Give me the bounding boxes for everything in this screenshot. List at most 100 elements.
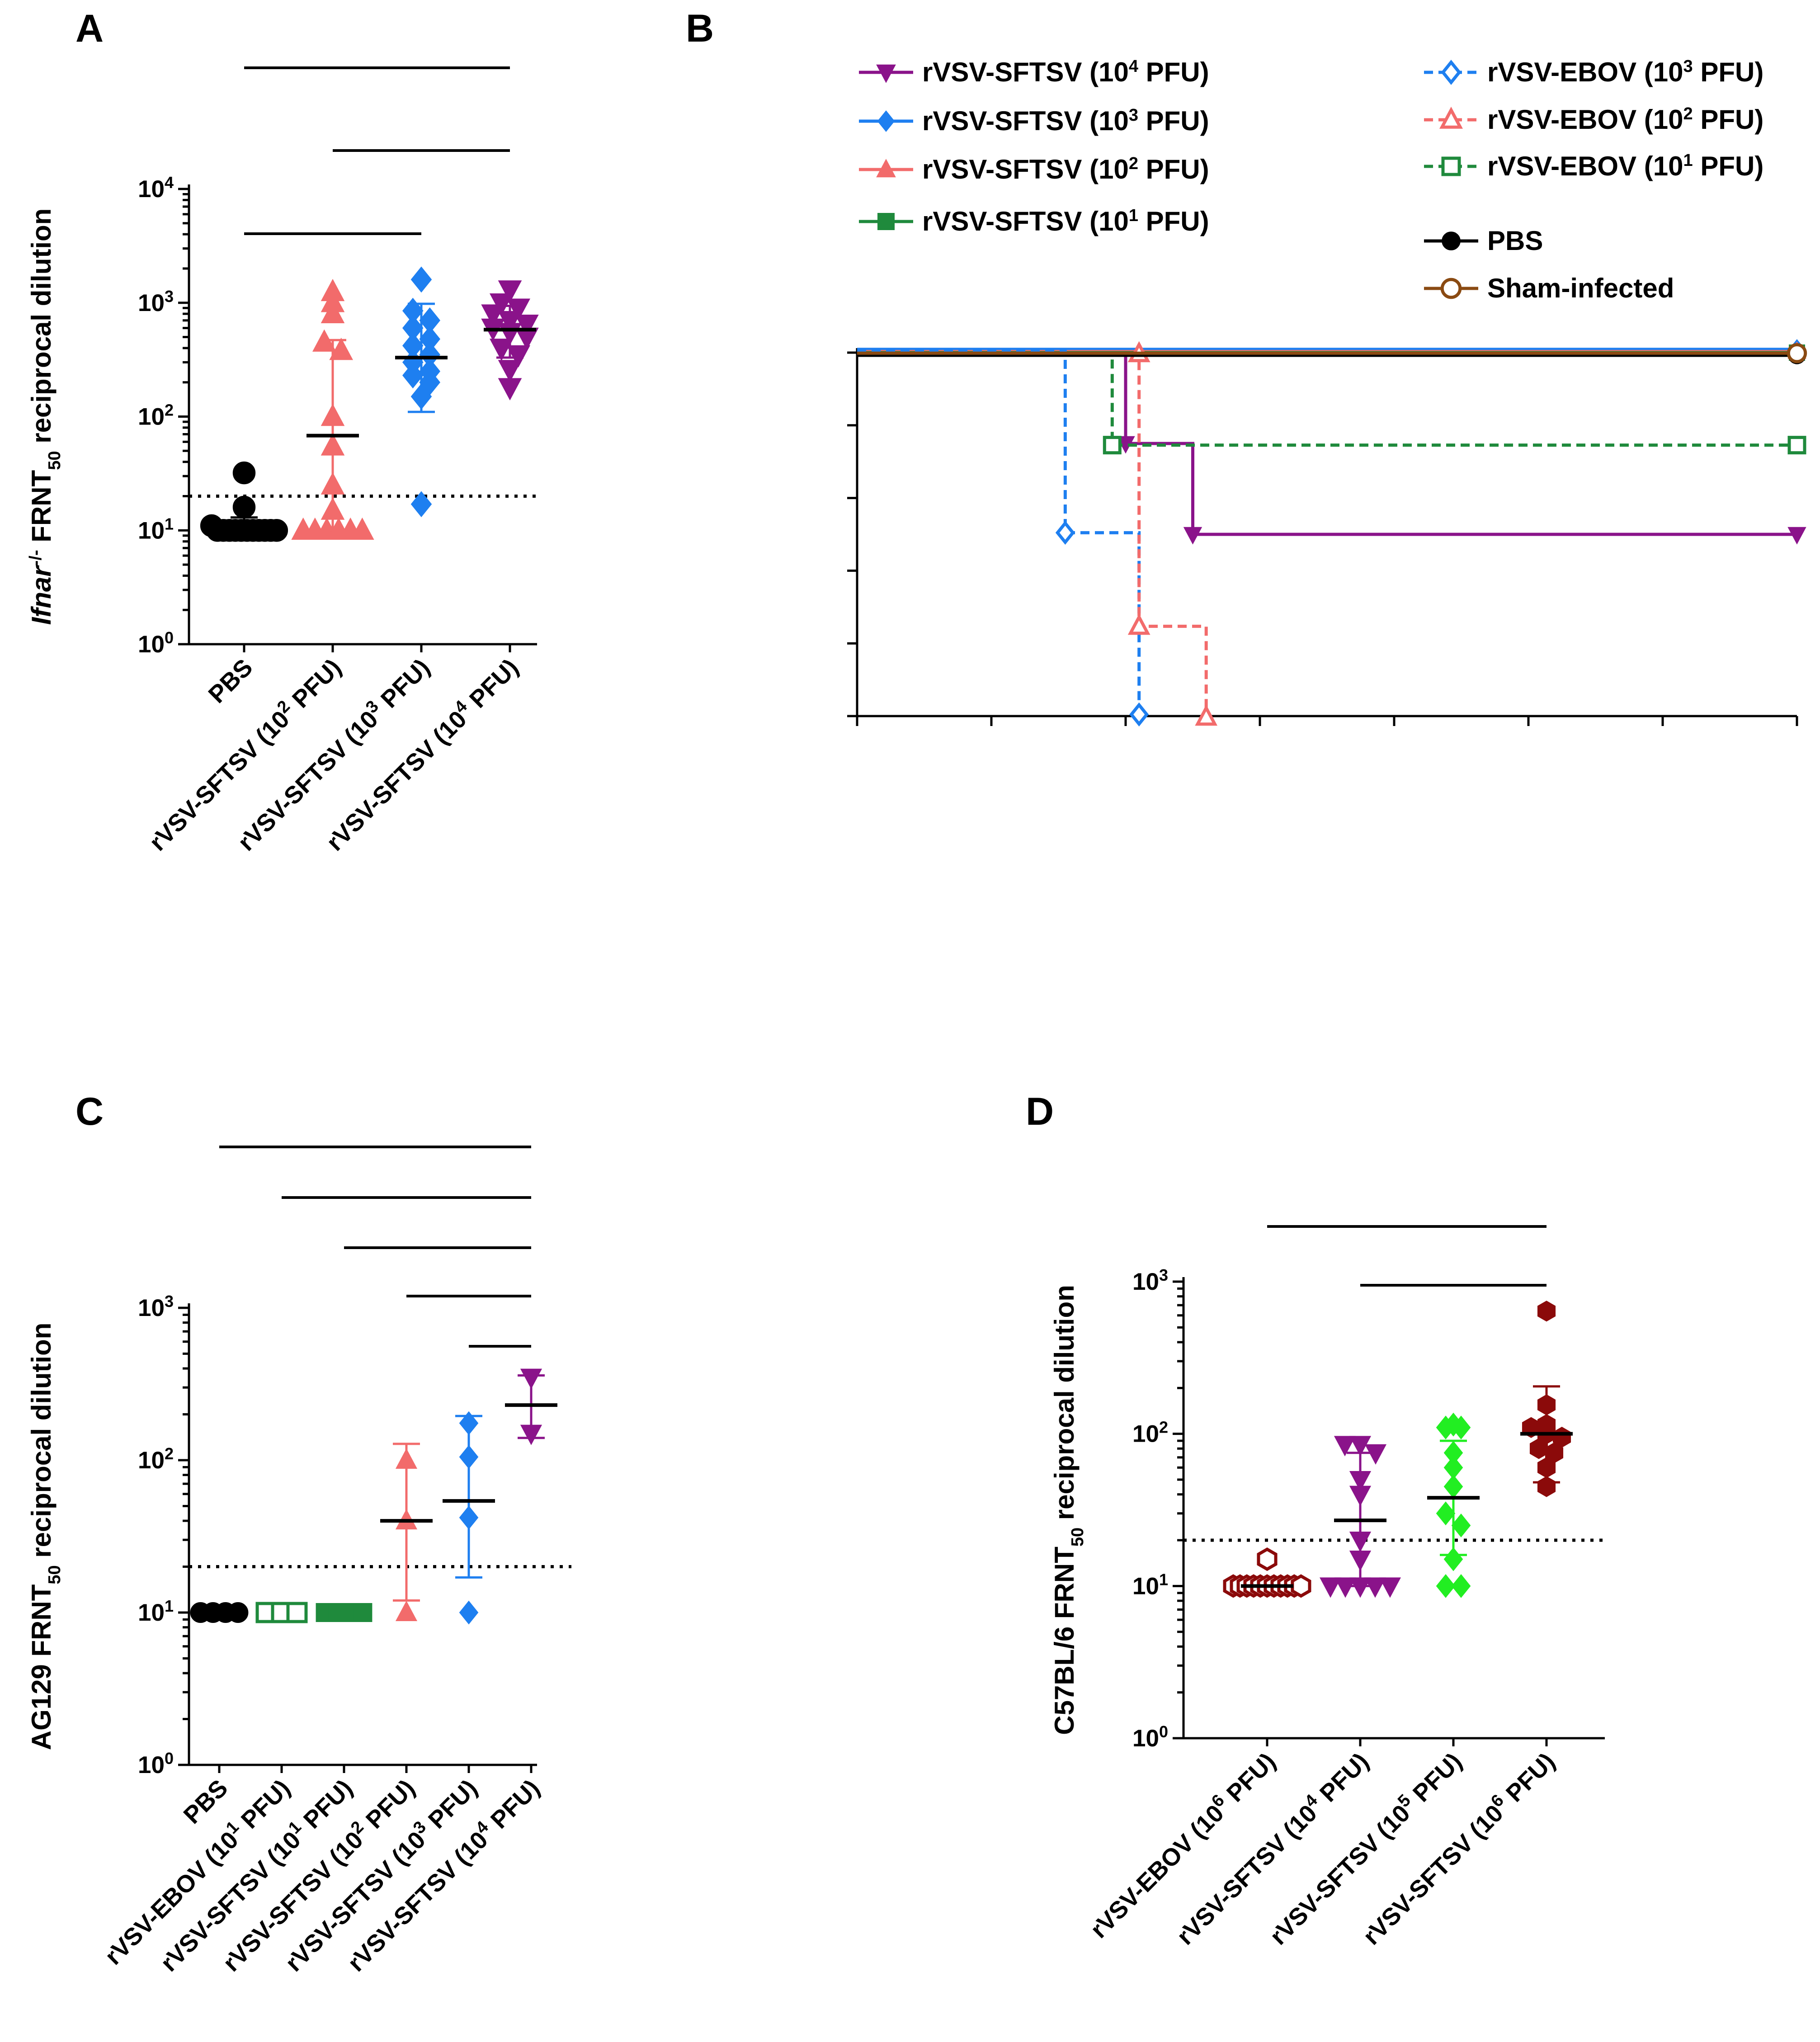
series-marker <box>1055 520 1075 545</box>
legend-swatch-marker <box>1441 60 1462 85</box>
legend-item: rVSV-EBOV (102 PFU) <box>1424 104 1763 135</box>
y-tick-label: 101 <box>138 514 174 544</box>
legend-swatch-marker <box>1442 231 1461 250</box>
data-point <box>1436 1501 1456 1526</box>
data-point <box>321 301 345 323</box>
series-line <box>857 349 1141 715</box>
series-marker <box>1787 527 1806 545</box>
series-line <box>857 351 1797 536</box>
data-point <box>1334 1436 1356 1457</box>
series-line <box>857 352 1208 717</box>
data-point <box>1334 1577 1357 1598</box>
data-point <box>1451 1415 1471 1440</box>
data-point <box>350 517 374 540</box>
series-marker <box>1129 702 1149 727</box>
data-point <box>481 304 505 327</box>
series-line <box>857 353 1797 447</box>
data-point <box>1349 1436 1372 1457</box>
legend-item: rVSV-SFTSV (103 PFU) <box>859 106 1209 136</box>
y-tick-label: 104 <box>138 173 174 203</box>
data-point <box>498 378 522 401</box>
legend-label: Sham-infected <box>1487 273 1674 303</box>
legend-label: rVSV-SFTSV (101 PFU) <box>922 206 1209 236</box>
legend-label: rVSV-EBOV (101 PFU) <box>1487 151 1763 181</box>
data-point <box>498 280 522 303</box>
y-axis-title: Ifnar-/- FRNT50 reciprocal dilution <box>26 208 64 625</box>
legend-swatch-marker <box>1441 156 1461 176</box>
legend-item: rVSV-SFTSV (101 PFU) <box>859 206 1209 236</box>
data-point <box>1529 1438 1548 1459</box>
data-point <box>410 491 432 518</box>
data-point <box>329 338 354 360</box>
category-label: rVSV-EBOV (106 PFU) <box>1083 1746 1281 1943</box>
data-point <box>459 1600 479 1625</box>
y-tick-label: 101 <box>1132 1570 1168 1600</box>
data-point <box>353 1603 372 1622</box>
panel-label-d: D <box>1026 1090 1054 1133</box>
legend-item: Sham-infected <box>1424 273 1674 303</box>
y-tick-label: 102 <box>138 401 174 430</box>
category-label: PBS <box>203 654 258 708</box>
legend-item: rVSV-EBOV (101 PFU) <box>1424 151 1763 181</box>
legend-swatch-marker <box>1439 106 1463 129</box>
panel-b: rVSV-SFTSV (104 PFU) rVSV-SFTSV (103 PFU)… <box>847 57 1807 727</box>
legend-label: rVSV-SFTSV (102 PFU) <box>922 154 1209 184</box>
category-label: PBS <box>179 1774 233 1829</box>
data-point <box>506 345 531 368</box>
data-point <box>1364 1577 1386 1598</box>
data-point <box>1537 1301 1556 1322</box>
legend-swatch-marker <box>876 159 896 178</box>
y-tick-label: 101 <box>138 1597 174 1627</box>
y-tick-label: 103 <box>1132 1266 1168 1296</box>
y-tick-label: 100 <box>138 628 174 658</box>
y-tick-label: 102 <box>1132 1418 1168 1448</box>
category-label: rVSV-SFTSV (104 PFU) <box>1169 1746 1374 1950</box>
data-point <box>232 461 256 485</box>
data-point <box>1379 1577 1401 1598</box>
series-marker <box>1103 436 1122 455</box>
y-tick-label: 102 <box>138 1444 174 1474</box>
y-axis-title: C57BL/6 FRNT50 reciprocal dilution <box>1049 1285 1087 1735</box>
data-point <box>1291 1574 1311 1598</box>
y-axis-title: AG129 FRNT50 reciprocal dilution <box>26 1323 64 1750</box>
data-point <box>1436 1415 1456 1440</box>
panel-c: 100 101 102 103 AG129 FRNT50 reciprocal dilu… <box>26 1146 571 1977</box>
data-point <box>1451 1574 1471 1598</box>
legend-item: rVSV-SFTSV (102 PFU) <box>859 154 1209 184</box>
data-point <box>227 1602 249 1623</box>
data-point <box>1364 1444 1387 1465</box>
y-tick-label: 100 <box>138 1749 174 1779</box>
data-point <box>515 315 539 337</box>
legend-swatch-marker <box>1440 278 1462 299</box>
series-marker <box>1195 704 1218 726</box>
legend-swatch-marker <box>877 213 895 230</box>
panel-label-a: A <box>75 7 104 50</box>
y-tick-label: 103 <box>138 287 174 316</box>
data-point <box>402 362 424 389</box>
category-label: rVSV-SFTSV (105 PFU) <box>1263 1746 1467 1950</box>
legend-item: rVSV-EBOV (103 PFU) <box>1424 57 1763 87</box>
legend-item: rVSV-SFTSV (104 PFU) <box>859 57 1209 87</box>
data-point <box>232 495 256 519</box>
panel-d: 100 101 102 103 C57BL/6 FRNT50 reciprocal di… <box>1049 1225 1605 1950</box>
data-point <box>1436 1574 1456 1598</box>
panel-label-b: B <box>686 7 714 50</box>
series-marker <box>1787 436 1806 455</box>
legend-label: rVSV-EBOV (103 PFU) <box>1487 57 1763 87</box>
legend-label: rVSV-EBOV (102 PFU) <box>1487 104 1763 135</box>
data-point <box>410 266 432 293</box>
data-point <box>1257 1547 1278 1571</box>
data-point <box>265 519 288 542</box>
legend-label: PBS <box>1487 226 1543 256</box>
panel-a: 100 101 102 103 104 Ifnar-/- FRNT50 reciproca… <box>26 66 539 856</box>
legend-swatch-marker <box>877 110 895 132</box>
legend-item: PBS <box>1424 226 1543 256</box>
data-point <box>506 298 531 321</box>
data-point <box>498 360 522 382</box>
data-point <box>1320 1577 1342 1598</box>
legend-label: rVSV-SFTSV (103 PFU) <box>922 106 1209 136</box>
legend-swatch-marker <box>876 64 896 83</box>
y-tick-label: 100 <box>1132 1722 1168 1752</box>
data-point <box>489 339 514 361</box>
